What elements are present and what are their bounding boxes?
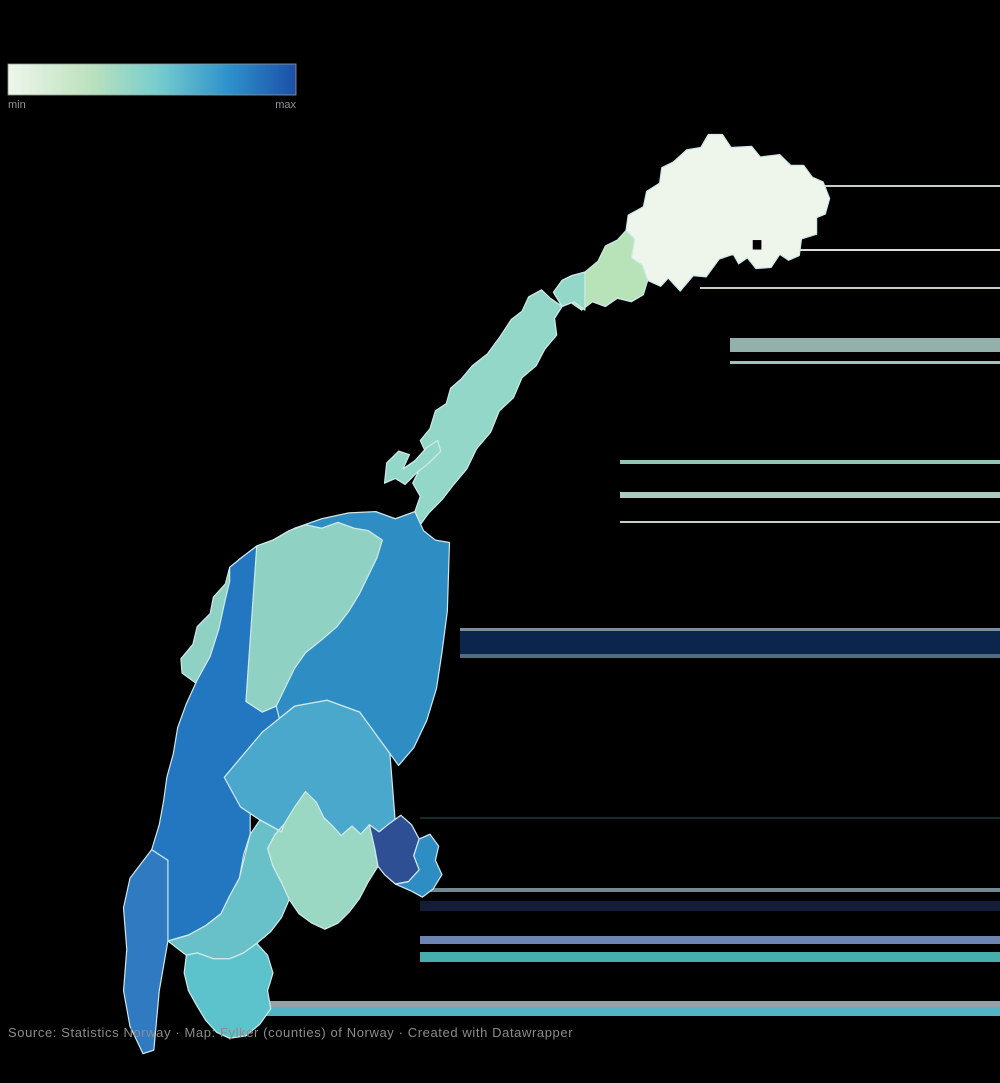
svg-text:Source: Statistics Norway ·: Source: Statistics Norway · Map: Fylker … bbox=[8, 1025, 573, 1040]
svg-text:max: max bbox=[275, 99, 296, 111]
svg-text:min: min bbox=[8, 99, 26, 111]
